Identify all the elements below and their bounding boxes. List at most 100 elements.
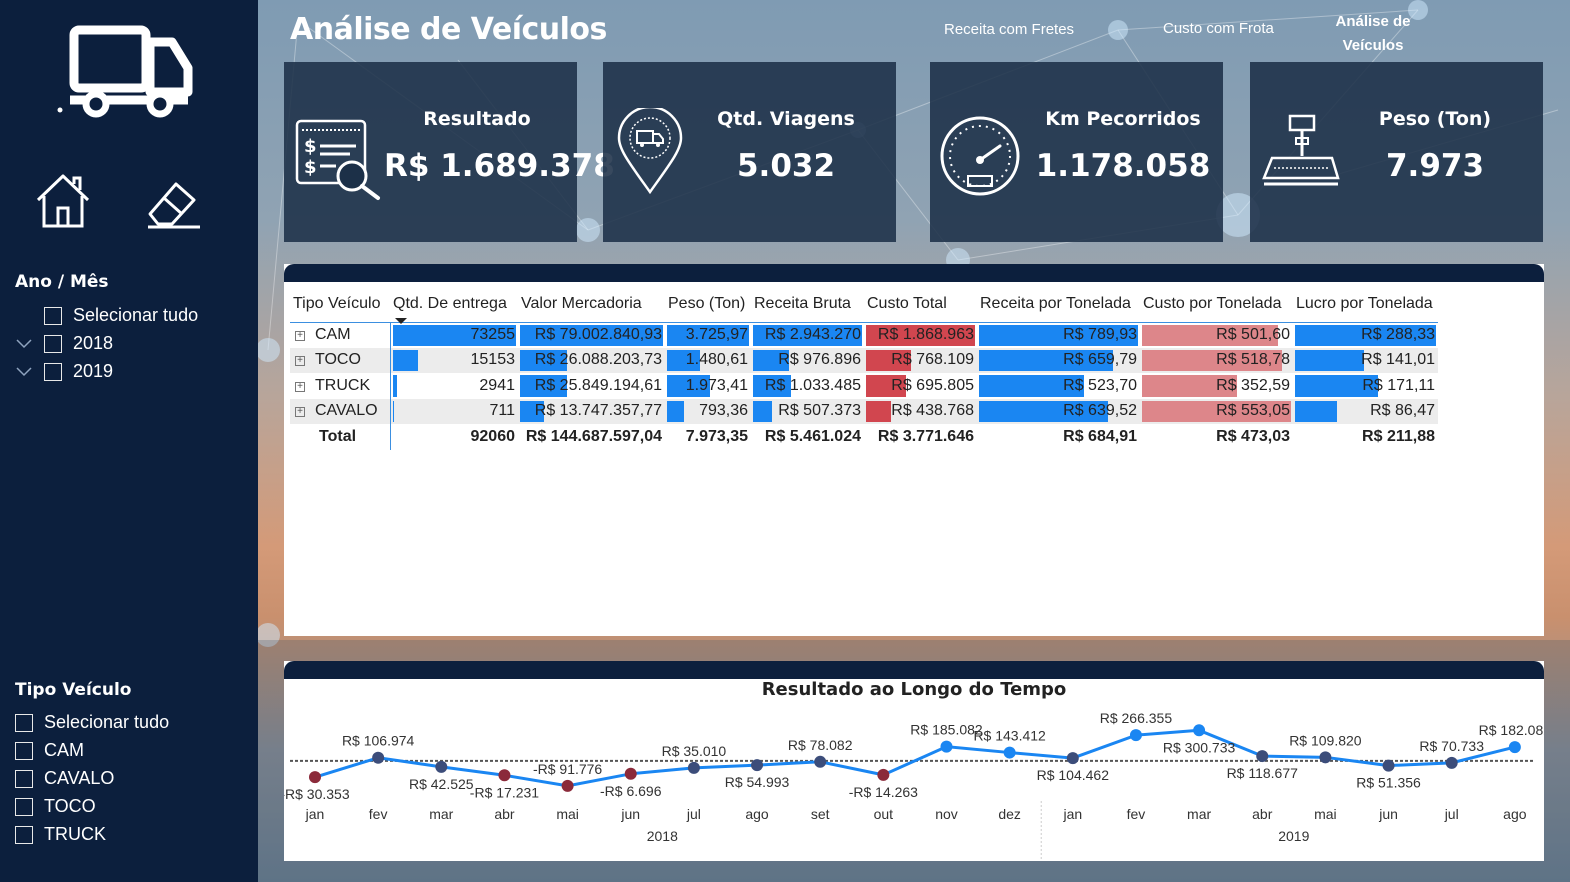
period-filter-title: Ano / Mês (15, 272, 109, 292)
column-header[interactable]: Custo por Tonelada (1140, 286, 1293, 323)
table-cell: R$ 86,47 (1293, 398, 1438, 424)
cell-value: R$ 13.747.357,77 (534, 402, 662, 420)
column-header[interactable]: Receita Bruta (751, 286, 864, 323)
expand-icon[interactable]: + (295, 331, 305, 341)
data-bar (1142, 400, 1291, 422)
vehicle-select-all[interactable]: Selecionar tudo (15, 712, 169, 733)
series-line (314, 728, 1516, 788)
x-tick-label: set (811, 806, 830, 822)
total-row: Total 92060 R$ 144.687.597,04 7.973,35 R$ 5.… (290, 424, 1438, 450)
checkbox[interactable] (44, 334, 62, 353)
x-tick-label: jan (1062, 806, 1082, 822)
total-cell: R$ 3.771.646 (877, 427, 974, 445)
nav-receita-fretes[interactable]: Receita com Fretes (944, 21, 1075, 38)
kpi-value: 5.032 (736, 148, 836, 184)
cell-value: 15153 (470, 351, 516, 369)
row-header-cell[interactable]: + CAM (290, 322, 391, 348)
column-header[interactable]: Lucro por Tonelada (1293, 286, 1438, 323)
table-cell: R$ 507.373 (751, 398, 864, 424)
expand-icon[interactable]: + (295, 381, 305, 392)
period-item-2018[interactable]: 2018 (44, 333, 113, 354)
table-cell: R$ 1.868.963 (864, 322, 977, 348)
data-bar (1295, 324, 1436, 346)
table-row[interactable]: + CAM 73255 R$ 79.002.840,93 3.725,97 R$ 2.94… (290, 322, 1438, 348)
checkbox[interactable] (44, 306, 62, 325)
data-point (1256, 750, 1269, 763)
x-tick-label: ago (745, 806, 769, 822)
data-label: R$ 266.355 (1100, 710, 1173, 726)
column-header-sorted[interactable]: Qtd. De entrega (390, 286, 518, 324)
column-header[interactable]: Receita por Tonelada (977, 286, 1140, 323)
chevron-down-icon[interactable] (16, 364, 32, 380)
data-point (1003, 746, 1016, 759)
data-label: R$ 35.010 (662, 743, 727, 759)
period-item-label: 2019 (73, 361, 114, 381)
expand-icon[interactable]: + (295, 407, 305, 418)
data-bar (979, 400, 1108, 422)
checkbox[interactable] (15, 769, 33, 788)
table-header-row: Tipo Veículo Qtd. De entrega Valor Merca… (290, 286, 1438, 324)
expand-icon[interactable]: + (295, 356, 305, 367)
cell-value: R$ 768.109 (891, 351, 974, 369)
table-row[interactable]: + CAVALO 711 R$ 13.747.357,77 793,36 R$ 507.3… (290, 398, 1438, 424)
vehicle-table-panel: Tipo Veículo Qtd. De entrega Valor Merca… (284, 264, 1544, 636)
column-header[interactable]: Custo Total (864, 286, 977, 323)
kpi-card-peso: Peso (Ton) 7.973 (1250, 62, 1543, 242)
scale-icon (1262, 114, 1340, 186)
cell-value: R$ 1.033.485 (764, 376, 861, 394)
total-cell: R$ 684,91 (1063, 427, 1137, 445)
chevron-down-icon[interactable] (16, 336, 32, 352)
period-select-all[interactable]: Selecionar tudo (44, 305, 198, 326)
data-bar (392, 375, 398, 397)
eraser-icon[interactable] (142, 172, 202, 230)
column-header[interactable]: Valor Mercadoria (518, 286, 665, 323)
table-row[interactable]: + TOCO 15153 R$ 26.088.203,73 1.480,61 R$ 976… (290, 347, 1438, 373)
year-label: 2018 (647, 828, 678, 844)
cell-value: R$ 695.805 (891, 376, 974, 394)
vehicle-matrix: Tipo Veículo Qtd. De entrega Valor Merca… (290, 286, 1438, 450)
table-row[interactable]: + TRUCK 2941 R$ 25.849.194,61 1.973,41 R$ 1.0… (290, 373, 1438, 399)
vehicle-item-label: TRUCK (44, 824, 106, 844)
data-label: R$ 51.356 (1356, 775, 1421, 791)
data-point (624, 767, 637, 780)
vehicle-item-cam[interactable]: CAM (15, 740, 84, 761)
period-item-2019[interactable]: 2019 (44, 361, 113, 382)
x-tick-label: abr (1252, 806, 1273, 822)
column-header[interactable]: Peso (Ton) (665, 286, 751, 323)
table-cell: R$ 695.805 (864, 373, 977, 399)
vehicle-item-toco[interactable]: TOCO (15, 796, 96, 817)
checkbox[interactable] (15, 797, 33, 816)
x-tick-label: abr (494, 806, 515, 822)
home-icon[interactable] (34, 172, 92, 230)
period-item-label: 2018 (73, 333, 114, 353)
cell-value: R$ 501,60 (1216, 326, 1290, 343)
row-header-cell[interactable]: + CAVALO (290, 398, 391, 424)
x-tick-label: mar (429, 806, 453, 822)
data-bar (520, 375, 568, 397)
nav-custo-frota[interactable]: Custo com Frota (1163, 20, 1274, 37)
checkbox[interactable] (15, 741, 33, 760)
checkbox[interactable] (15, 713, 33, 732)
data-label: R$ 143.412 (973, 728, 1046, 744)
vehicle-item-cavalo[interactable]: CAVALO (15, 768, 114, 789)
vehicle-item-label: CAVALO (44, 768, 115, 788)
kpi-card-resultado: $ $ Resultado R$ 1.689.378 (284, 62, 615, 242)
data-point (435, 760, 448, 773)
row-header-cell[interactable]: + TOCO (290, 347, 391, 373)
table-cell: R$ 438.768 (864, 398, 977, 424)
nav-analise-veiculos[interactable]: Análise de Veículos (1322, 10, 1424, 58)
column-header[interactable]: Tipo Veículo (290, 286, 390, 323)
cell-value: R$ 976.896 (778, 351, 861, 369)
row-header-cell[interactable]: + TRUCK (290, 373, 391, 399)
cell-value: 793,36 (699, 402, 748, 420)
vehicle-item-truck[interactable]: TRUCK (15, 824, 106, 845)
data-bar (392, 349, 419, 371)
data-label: -R$ 17.231 (470, 784, 539, 800)
data-label: R$ 118.677 (1227, 765, 1299, 781)
checkbox[interactable] (15, 825, 33, 844)
x-tick-label: jul (686, 806, 701, 822)
checkbox[interactable] (44, 362, 62, 381)
table-cell: 793,36 (665, 398, 751, 424)
cell-value: R$ 1.868.963 (877, 326, 974, 343)
cell-value: 73255 (470, 326, 516, 343)
